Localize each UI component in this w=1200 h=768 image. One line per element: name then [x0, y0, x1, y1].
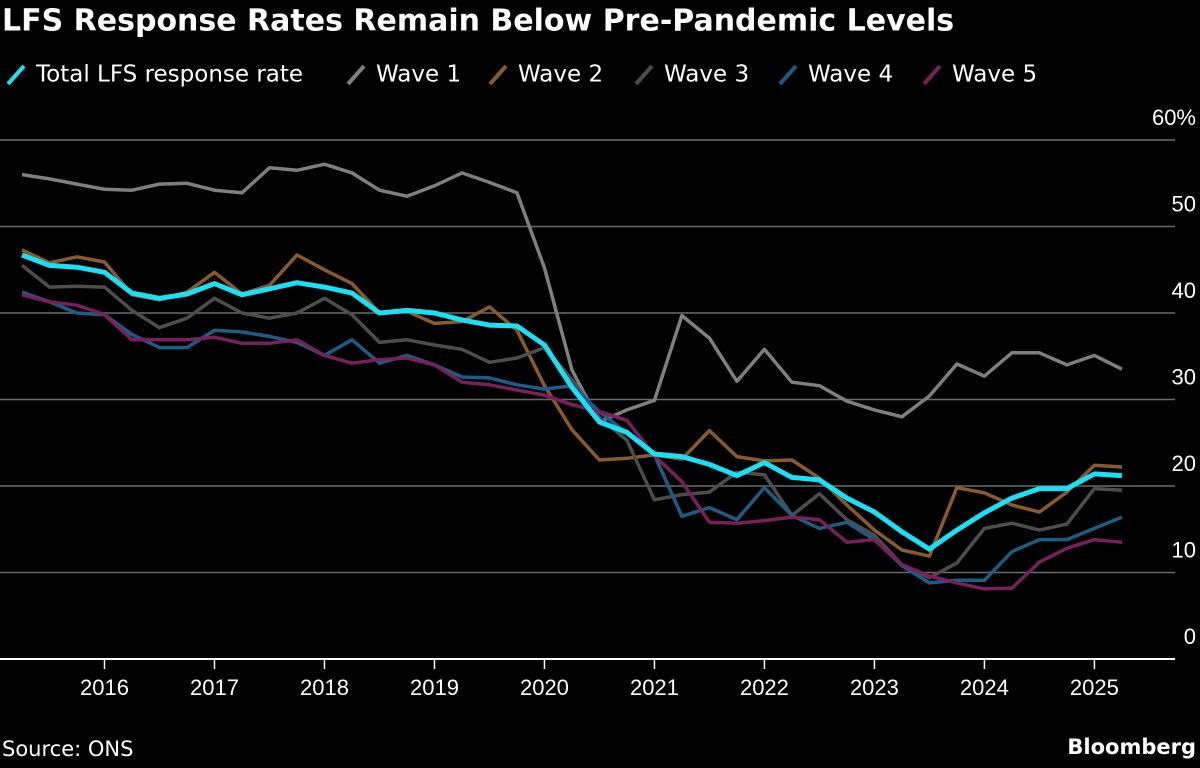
x-tick-label: 2019	[410, 675, 459, 700]
legend-label: Wave 5	[952, 62, 1037, 88]
line-series	[20, 264, 1123, 580]
y-tick-label: 40	[1172, 278, 1196, 303]
x-tick-label: 2022	[740, 675, 789, 700]
legend-swatch	[6, 64, 26, 86]
x-tick-label: 2021	[630, 675, 679, 700]
line-series	[21, 252, 1123, 552]
legend-swatch	[346, 64, 366, 86]
chart-title: LFS Response Rates Remain Below Pre-Pand…	[2, 4, 954, 39]
legend-label: Wave 1	[376, 62, 461, 88]
y-tick-label: 0	[1184, 624, 1196, 649]
y-tick-label: 10	[1172, 537, 1196, 562]
x-tick-label: 2020	[520, 675, 569, 700]
legend-label: Wave 2	[518, 62, 603, 88]
x-tick-label: 2016	[80, 675, 129, 700]
x-tick-label: 2024	[960, 675, 1009, 700]
x-tick-label: 2018	[300, 675, 349, 700]
x-tick-label: 2025	[1070, 675, 1119, 700]
brand: Bloomberg	[1067, 735, 1196, 759]
y-tick-label: 30	[1172, 364, 1196, 389]
x-tick-label: 2017	[190, 675, 239, 700]
legend-swatch	[634, 64, 654, 86]
line-series	[21, 293, 1123, 591]
legend-swatch	[488, 64, 508, 86]
x-tick-label: 2023	[850, 675, 899, 700]
source: Source: ONS	[2, 737, 133, 761]
line-series	[21, 248, 1123, 558]
legend-swatch	[922, 64, 942, 86]
legend-label: Total LFS response rate	[35, 62, 303, 88]
y-tick-label: 50	[1172, 191, 1196, 216]
y-tick-label: 60%	[1152, 105, 1196, 130]
legend-label: Wave 4	[808, 62, 893, 88]
line-series	[21, 162, 1123, 424]
y-tick-label: 20	[1172, 451, 1196, 476]
legend-label: Wave 3	[664, 62, 749, 88]
line-series	[21, 290, 1123, 585]
legend-swatch	[778, 64, 798, 86]
